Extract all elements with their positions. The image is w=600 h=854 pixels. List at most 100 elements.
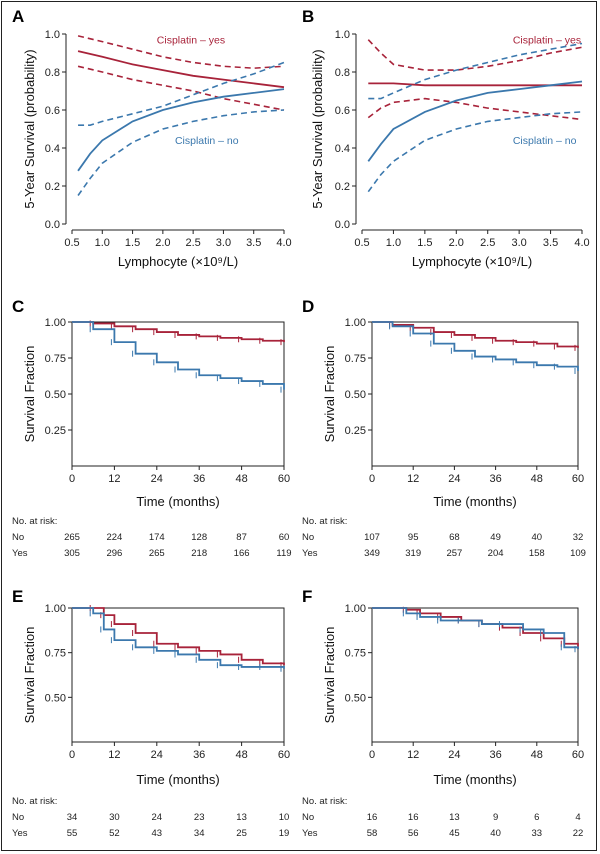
x-axis-label: Time (months) xyxy=(136,772,219,787)
risk-count: 107 xyxy=(364,532,380,543)
y-axis-label: 5-Year Survival (probability) xyxy=(310,49,325,208)
y-tick-label: 1.00 xyxy=(45,603,66,615)
risk-count: 128 xyxy=(191,532,207,543)
y-tick-label: 0.50 xyxy=(345,389,366,401)
x-tick-label: 0.5 xyxy=(354,237,369,249)
risk-count: 13 xyxy=(449,812,460,823)
x-axis-label: Lymphocyte (×10⁹/L) xyxy=(412,254,532,269)
series-no-solid-line xyxy=(367,80,583,162)
risk-count: 19 xyxy=(279,828,290,839)
risk-count: 56 xyxy=(408,828,419,839)
y-tick-label: 1.00 xyxy=(345,603,366,615)
x-tick-label: 3.0 xyxy=(511,237,526,249)
risk-count: 87 xyxy=(236,532,247,543)
series-annotation-yes: Cisplatin – yes xyxy=(513,35,581,47)
risk-count: 58 xyxy=(367,828,378,839)
panel-d: D 0 12 24 36 48 60 1.00 0.75 0.50 0.25 Time (months… xyxy=(302,297,586,559)
panel-f: F 0 12 24 36 48 60 1.00 0.75 0.50 Time (months) Sur… xyxy=(302,587,584,839)
risk-count: 95 xyxy=(408,532,419,543)
x-tick-label: 3.0 xyxy=(216,237,231,249)
y-tick-label: 0.2 xyxy=(335,181,350,193)
risk-count: 34 xyxy=(194,828,205,839)
x-tick-label: 12 xyxy=(108,749,120,761)
risk-count: 265 xyxy=(149,548,165,559)
risk-count: 296 xyxy=(106,548,122,559)
x-tick-label: 4.0 xyxy=(276,237,291,249)
plot-frame xyxy=(71,607,285,743)
y-tick-label: 0.50 xyxy=(45,389,66,401)
risk-count: 49 xyxy=(490,532,501,543)
panel-label: F xyxy=(302,587,312,606)
y-tick-label: 0.50 xyxy=(45,692,66,704)
series-no-km-line xyxy=(72,321,285,390)
x-tick-label: 3.5 xyxy=(246,237,261,249)
series-no-dashed-line xyxy=(368,42,583,100)
x-tick-label: 48 xyxy=(531,749,543,761)
x-tick-label: 2.5 xyxy=(480,237,495,249)
x-tick-label: 48 xyxy=(235,749,247,761)
x-tick-label: 2.0 xyxy=(449,237,464,249)
x-tick-label: 36 xyxy=(193,473,205,485)
risk-count: 40 xyxy=(532,532,543,543)
risk-count: 23 xyxy=(194,812,205,823)
risk-row-label: Yes xyxy=(12,548,28,559)
x-axis-label: Time (months) xyxy=(136,494,219,509)
risk-count: 119 xyxy=(276,548,291,559)
series-no-dashed-line xyxy=(78,61,285,126)
risk-count: 40 xyxy=(490,828,501,839)
x-tick-label: 60 xyxy=(278,473,290,485)
y-tick-label: 0.75 xyxy=(45,648,66,660)
x-tick-label: 60 xyxy=(278,749,290,761)
y-axis-label: 5-Year Survival (probability) xyxy=(22,49,37,208)
risk-row-label: No xyxy=(12,532,24,543)
risk-count: 33 xyxy=(532,828,543,839)
series-no-dashed-line xyxy=(77,109,285,196)
panel-label: A xyxy=(12,7,24,26)
risk-count: 9 xyxy=(493,812,498,823)
y-axis-label: Survival Fraction xyxy=(322,627,337,724)
y-tick-label: 0.75 xyxy=(45,353,66,365)
risk-row-label: Yes xyxy=(302,548,318,559)
risk-count: 43 xyxy=(152,828,163,839)
x-tick-label: 36 xyxy=(193,749,205,761)
x-tick-label: 24 xyxy=(448,749,460,761)
y-tick-label: 0.75 xyxy=(345,353,366,365)
risk-row-label: No xyxy=(302,812,314,823)
risk-table: No. at risk: No 107 95 68 49 40 32 Yes 349 319 257 2… xyxy=(302,516,586,559)
panel-c: C 0 12 24 36 48 60 1.00 0.75 0.50 0.25 Time (months… xyxy=(12,297,292,559)
risk-count: 166 xyxy=(234,548,250,559)
series-annotation-no: Cisplatin – no xyxy=(513,135,577,147)
x-tick-label: 36 xyxy=(489,749,501,761)
x-tick-label: 24 xyxy=(151,473,163,485)
x-axis-label: Lymphocyte (×10⁹/L) xyxy=(118,254,238,269)
risk-count: 34 xyxy=(67,812,78,823)
risk-count: 158 xyxy=(529,548,545,559)
x-tick-label: 0 xyxy=(369,473,375,485)
x-tick-label: 1.0 xyxy=(95,237,110,249)
plot-frame xyxy=(371,607,579,743)
y-tick-label: 0.8 xyxy=(45,67,60,79)
y-tick-label: 0.4 xyxy=(335,143,350,155)
risk-table-title: No. at risk: xyxy=(302,516,347,527)
x-axis-label: Time (months) xyxy=(433,494,516,509)
risk-count: 52 xyxy=(109,828,120,839)
risk-count: 45 xyxy=(449,828,460,839)
risk-count: 218 xyxy=(191,548,207,559)
risk-count: 349 xyxy=(364,548,380,559)
risk-count: 6 xyxy=(534,812,539,823)
risk-table: No. at risk: No 265 224 174 128 87 60 Yes 305 296 2… xyxy=(12,516,292,559)
risk-table-title: No. at risk: xyxy=(12,516,57,527)
panel-label: D xyxy=(302,297,314,316)
risk-count: 60 xyxy=(279,532,290,543)
series-yes-dashed-line xyxy=(367,97,583,121)
panel-e: E 0 12 24 36 48 60 1.00 0.75 0.50 Time (months) Sur… xyxy=(12,587,290,839)
y-tick-label: 1.00 xyxy=(345,317,366,329)
x-tick-label: 3.5 xyxy=(543,237,558,249)
risk-count: 305 xyxy=(64,548,80,559)
y-tick-label: 0.6 xyxy=(45,105,60,117)
x-tick-label: 1.5 xyxy=(417,237,432,249)
y-tick-label: 0.75 xyxy=(345,648,366,660)
risk-count: 30 xyxy=(109,812,120,823)
series-yes-km-line xyxy=(72,607,285,666)
x-tick-label: 48 xyxy=(235,473,247,485)
